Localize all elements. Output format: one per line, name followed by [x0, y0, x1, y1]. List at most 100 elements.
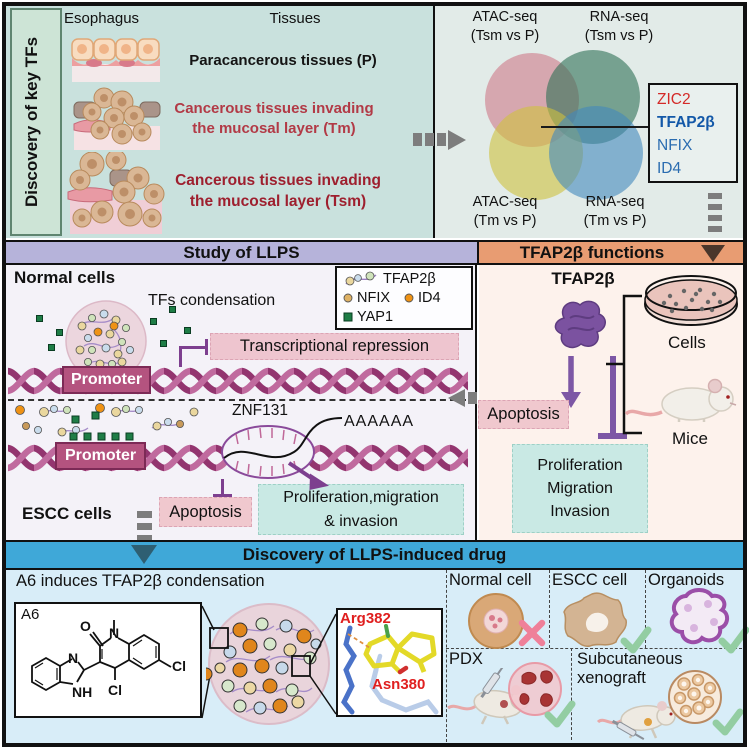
inhibition-t-bar	[598, 433, 627, 439]
promoter-box-2: Promoter	[55, 442, 146, 470]
arg382-label: Arg382	[340, 610, 391, 627]
a6-subtitle: A6 induces TFAP2β condensation	[16, 572, 265, 590]
top-divider-line	[433, 6, 435, 238]
check-icon	[544, 700, 576, 728]
atom-cl2: Cl	[172, 658, 186, 674]
atom-o: O	[80, 618, 91, 634]
organoids-label: Organoids	[648, 571, 725, 589]
tf-zic2: ZIC2	[657, 91, 691, 108]
legend-row-yap1: YAP1	[343, 309, 465, 325]
organoid-illustration	[669, 588, 729, 645]
id4-dot-icon	[404, 293, 414, 303]
arrow-head-left	[448, 389, 465, 407]
apoptosis-arrow	[561, 356, 581, 408]
venn-label-atac-tm: ATAC-seq (Tm vs P)	[472, 194, 538, 229]
xenograft-label: Subcutaneous xenograft	[577, 650, 683, 687]
check-icon	[620, 626, 652, 654]
tfs-condensation-label: TFs condensation	[148, 292, 276, 309]
bracket	[606, 294, 642, 435]
tsm-tissue-illustration	[67, 152, 165, 234]
mouse-illustration	[624, 378, 737, 422]
tf-nfix: NFIX	[657, 137, 693, 154]
venn-diagram	[485, 50, 643, 200]
polya-label: AAAAAA	[344, 413, 415, 430]
arrow-head-right	[448, 130, 466, 150]
grid-divider	[446, 648, 742, 649]
atom-n2: N	[68, 650, 79, 666]
normal-cell-illustration	[468, 593, 524, 649]
apoptosis-box-functions: Apoptosis	[478, 400, 569, 429]
functions-header: TFAP2β functions	[477, 240, 743, 265]
legend-row-nfix-id4: NFIX ID4	[343, 290, 465, 306]
inhibition-stem	[610, 356, 616, 436]
check-icon	[712, 708, 744, 736]
grid-divider	[446, 570, 447, 742]
transcriptional-repression-box: Transcriptional repression	[210, 333, 459, 360]
normal-epithelium-illustration	[71, 38, 160, 82]
grid-divider	[549, 570, 550, 648]
activation-arrow	[287, 461, 330, 490]
tissue-label-p: Paracancerous tissues (P)	[189, 52, 377, 69]
repression-line	[179, 346, 206, 349]
cell-state-divider	[8, 399, 466, 401]
pdx-tumor-circle	[508, 662, 562, 716]
repression-t-bar	[205, 339, 208, 355]
legend-row-tfap2b: TFAP2β	[343, 271, 465, 287]
yap1-square	[150, 318, 157, 325]
a6-label: A6	[21, 606, 40, 623]
escc-cells-label: ESCC cells	[22, 504, 112, 523]
asn380-label: Asn380	[372, 676, 426, 693]
nfix-dot-icon	[343, 293, 353, 303]
a6-structure-box	[14, 602, 202, 718]
binding-site-sticks	[341, 624, 439, 715]
left-rail	[10, 8, 62, 236]
atom-n1: N	[109, 625, 120, 641]
grid-divider	[645, 570, 646, 648]
venn-label-atac-tsm: ATAC-seq (Tsm vs P)	[470, 9, 540, 44]
tfap2b-protein-blob	[554, 300, 606, 349]
xenograft-mouse-illustration	[596, 701, 676, 740]
a6-chemical-skeleton	[31, 620, 172, 692]
tf-list-box: ZIC2 TFAP2β NFIX ID4	[648, 83, 738, 183]
yap1-square-icon	[343, 312, 353, 322]
tf-id4: ID4	[657, 160, 682, 177]
mice-label: Mice	[672, 429, 708, 448]
venn-label-rna-tm: RNA-seq (Tm vs P)	[583, 194, 647, 229]
yap1-square	[56, 329, 63, 336]
repression-line	[179, 346, 182, 367]
arrow-head-down-functions	[701, 245, 725, 262]
tissue-label-tm: Cancerous tissues invading the mucosal l…	[174, 100, 374, 138]
beads-string-icon	[345, 271, 377, 286]
drug-condensate	[206, 603, 330, 725]
residue-zoom-lines	[309, 613, 337, 715]
cells-label: Cells	[668, 333, 706, 352]
grid-divider	[571, 648, 572, 740]
yap1-square	[36, 315, 43, 322]
cross-icon	[518, 619, 546, 647]
tf-condensate-droplet	[65, 300, 147, 382]
normal-cells-label: Normal cells	[14, 268, 116, 287]
tissue-label-tsm: Cancerous tissues invading the mucosal l…	[175, 172, 381, 210]
yap1-square	[184, 327, 191, 334]
normal-cell-label: Normal cell	[449, 571, 532, 589]
dispersed-tfs	[15, 403, 199, 441]
promoter-box-1: Promoter	[62, 366, 151, 394]
escc-cell-illustration	[563, 592, 627, 647]
atom-nh: NH	[72, 684, 93, 700]
escc-cell-label: ESCC cell	[552, 571, 628, 589]
arrow-head-down-drug	[131, 545, 157, 564]
venn-label-rna-tsm: RNA-seq (Tsm vs P)	[584, 9, 654, 44]
pdx-label: PDX	[449, 650, 483, 668]
drug-header: Discovery of LLPS-induced drug	[6, 540, 743, 570]
apoptosis-box-llps: Apoptosis	[159, 497, 252, 527]
yap1-square	[48, 344, 55, 351]
proliferation-box-functions: Proliferation Migration Invasion	[512, 444, 648, 533]
znf131-label: ZNF131	[232, 402, 288, 419]
esophagus-label: Esophagus	[64, 10, 140, 27]
yap1-square	[169, 306, 176, 313]
tissues-label: Tissues	[269, 10, 321, 27]
tm-tissue-illustration	[73, 87, 161, 150]
yap1-square	[160, 340, 167, 347]
